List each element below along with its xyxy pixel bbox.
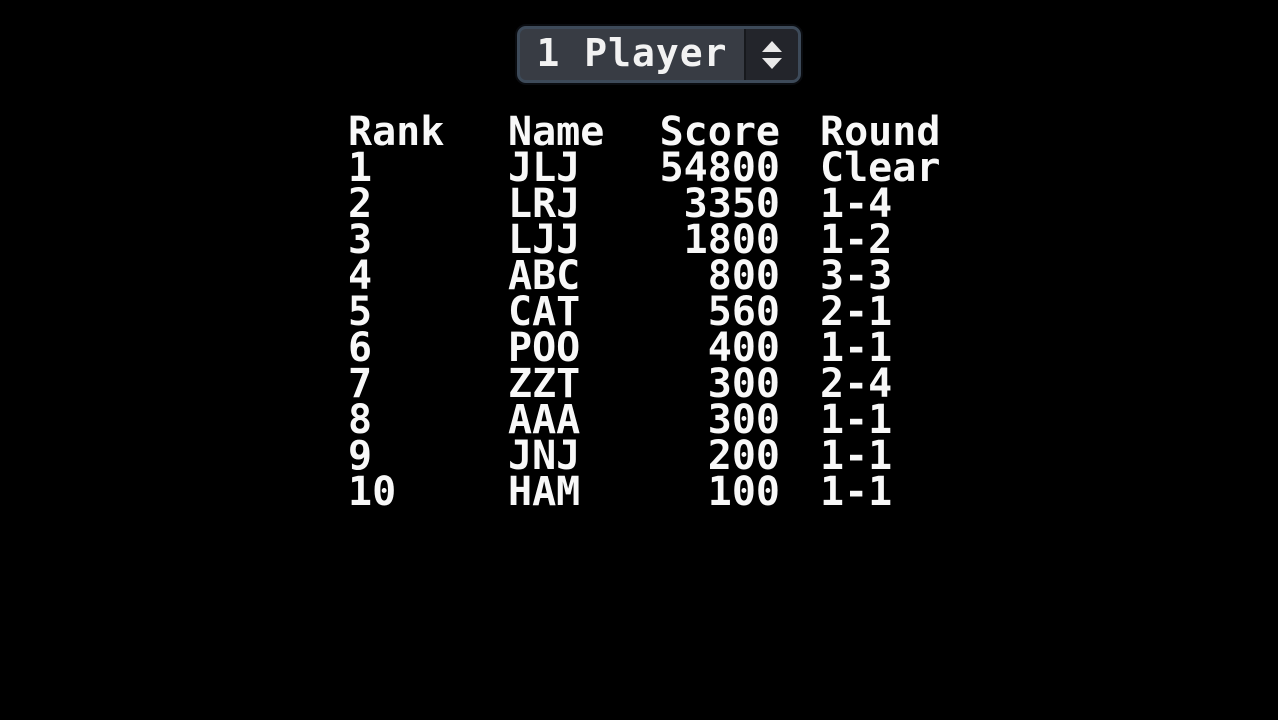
round-cell: 2-4 xyxy=(820,361,893,407)
player-mode-spinner[interactable] xyxy=(744,29,798,80)
round-cell: 1-1 xyxy=(820,325,893,371)
rank-cell: 10 xyxy=(348,469,397,515)
round-cell: 2-1 xyxy=(820,289,893,335)
score-cell: 100 xyxy=(707,469,780,515)
score-cell: 1800 xyxy=(683,217,780,263)
score-cell: 200 xyxy=(707,433,780,479)
table-header-row: Rank Name Score Round xyxy=(348,109,941,155)
table-row: 9 JNJ 200 1-1 xyxy=(348,433,940,479)
score-cell: 300 xyxy=(707,397,780,443)
rank-cell: 2 xyxy=(348,181,373,227)
name-cell: ZZT xyxy=(508,361,581,407)
player-mode-select[interactable]: 1 Player xyxy=(517,26,801,83)
rank-cell: 6 xyxy=(348,325,373,371)
table-row: 6 POO 400 1-1 xyxy=(348,325,940,371)
score-cell: 560 xyxy=(707,289,780,335)
table-row: 7 ZZT 300 2-4 xyxy=(348,361,940,407)
header-round: Round xyxy=(820,109,941,155)
table-row: 10 HAM 100 1-1 xyxy=(348,469,940,515)
round-cell: 1-1 xyxy=(820,469,893,515)
name-cell: CAT xyxy=(508,289,581,335)
name-cell: POO xyxy=(508,325,581,371)
rank-cell: 5 xyxy=(348,289,373,335)
table-row: 3 LJJ 1800 1-2 xyxy=(348,217,940,263)
table-row: 2 LRJ 3350 1-4 xyxy=(348,181,940,227)
header-rank: Rank xyxy=(348,109,445,155)
round-cell: 1-2 xyxy=(820,217,893,263)
name-cell: LJJ xyxy=(508,217,581,263)
round-cell: 1-1 xyxy=(820,397,893,443)
name-cell: AAA xyxy=(508,397,581,443)
table-row: 8 AAA 300 1-1 xyxy=(348,397,940,443)
score-cell: 800 xyxy=(707,253,780,299)
name-cell: JLJ xyxy=(508,145,581,191)
name-cell: JNJ xyxy=(508,433,581,479)
table-row: 4 ABC 800 3-3 xyxy=(348,253,940,299)
rank-cell: 1 xyxy=(348,145,373,191)
round-cell: 3-3 xyxy=(820,253,893,299)
header-name: Name xyxy=(508,109,605,155)
high-score-table: Rank Name Score Round 1 JLJ 54800 Clear … xyxy=(348,109,941,515)
score-cell: 300 xyxy=(707,361,780,407)
name-cell: LRJ xyxy=(508,181,581,227)
score-cell: 54800 xyxy=(659,145,780,191)
arrow-up-icon[interactable] xyxy=(762,40,782,52)
rank-cell: 4 xyxy=(348,253,373,299)
score-cell: 400 xyxy=(707,325,780,371)
header-score: Score xyxy=(659,109,780,155)
table-row: 5 CAT 560 2-1 xyxy=(348,289,940,335)
rank-cell: 7 xyxy=(348,361,373,407)
arrow-down-icon[interactable] xyxy=(762,57,782,69)
score-cell: 3350 xyxy=(683,181,780,227)
rank-cell: 8 xyxy=(348,397,373,443)
table-row: 1 JLJ 54800 Clear xyxy=(348,145,941,191)
name-cell: ABC xyxy=(508,253,581,299)
player-mode-selected-value: 1 Player xyxy=(536,31,728,75)
rank-cell: 3 xyxy=(348,217,373,263)
round-cell: 1-1 xyxy=(820,433,893,479)
name-cell: HAM xyxy=(508,469,581,515)
round-cell: Clear xyxy=(820,145,941,191)
table-body: 1 JLJ 54800 Clear 2 LRJ 3350 1-4 3 LJJ 1… xyxy=(348,145,941,515)
rank-cell: 9 xyxy=(348,433,373,479)
round-cell: 1-4 xyxy=(820,181,893,227)
